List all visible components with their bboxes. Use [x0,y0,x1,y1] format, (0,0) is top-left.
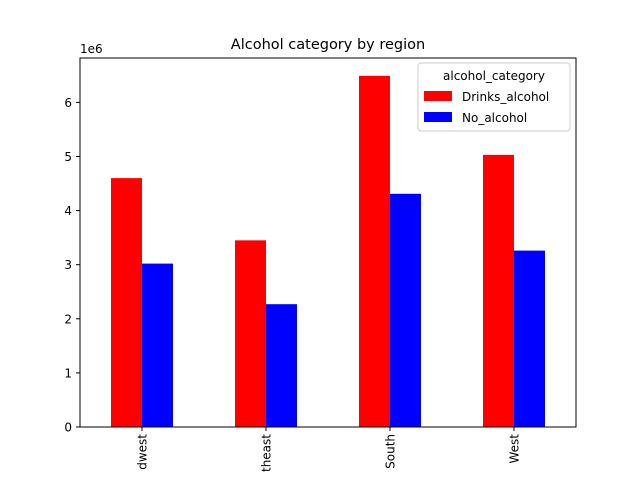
legend-label-drinks_alcohol: Drinks_alcohol [462,90,549,104]
legend-box [417,62,571,132]
legend-swatch-no_alcohol [424,112,452,122]
legend-title: alcohol_category [443,69,545,83]
y-tick-label: 6 [64,96,72,110]
x-axis: dwest theast South West [136,427,522,472]
x-tick-label: South [384,434,398,469]
y-tick-label: 2 [64,312,72,326]
bar-no_alcohol-midwest [142,263,173,427]
y-axis: 0 1 2 3 4 5 6 [64,96,80,435]
bars-group [111,75,545,428]
x-tick-label: dwest [136,434,150,470]
legend-label-no_alcohol: No_alcohol [462,111,527,125]
x-tick-label: West [508,434,522,464]
y-scale-label: 1e6 [80,42,103,56]
bar-no_alcohol-west [514,250,545,427]
y-tick-label: 4 [64,204,72,218]
y-tick-label: 1 [64,366,72,380]
y-tick-label: 3 [64,258,72,272]
bar-drinks_alcohol-midwest [111,178,142,427]
bar-drinks_alcohol-northeast [235,240,266,427]
chart-title: Alcohol category by region [231,37,425,53]
legend: alcohol_category Drinks_alcohol No_alcoho… [417,62,571,132]
bar-drinks_alcohol-west [483,154,514,427]
bar-no_alcohol-northeast [266,304,297,427]
y-tick-label: 5 [64,150,72,164]
legend-swatch-drinks_alcohol [424,91,452,101]
y-tick-label: 0 [64,421,72,435]
bar-no_alcohol-south [390,193,421,427]
bar-drinks_alcohol-south [359,75,390,428]
plot-frame [79,57,577,428]
x-tick-label: theast [260,434,274,472]
